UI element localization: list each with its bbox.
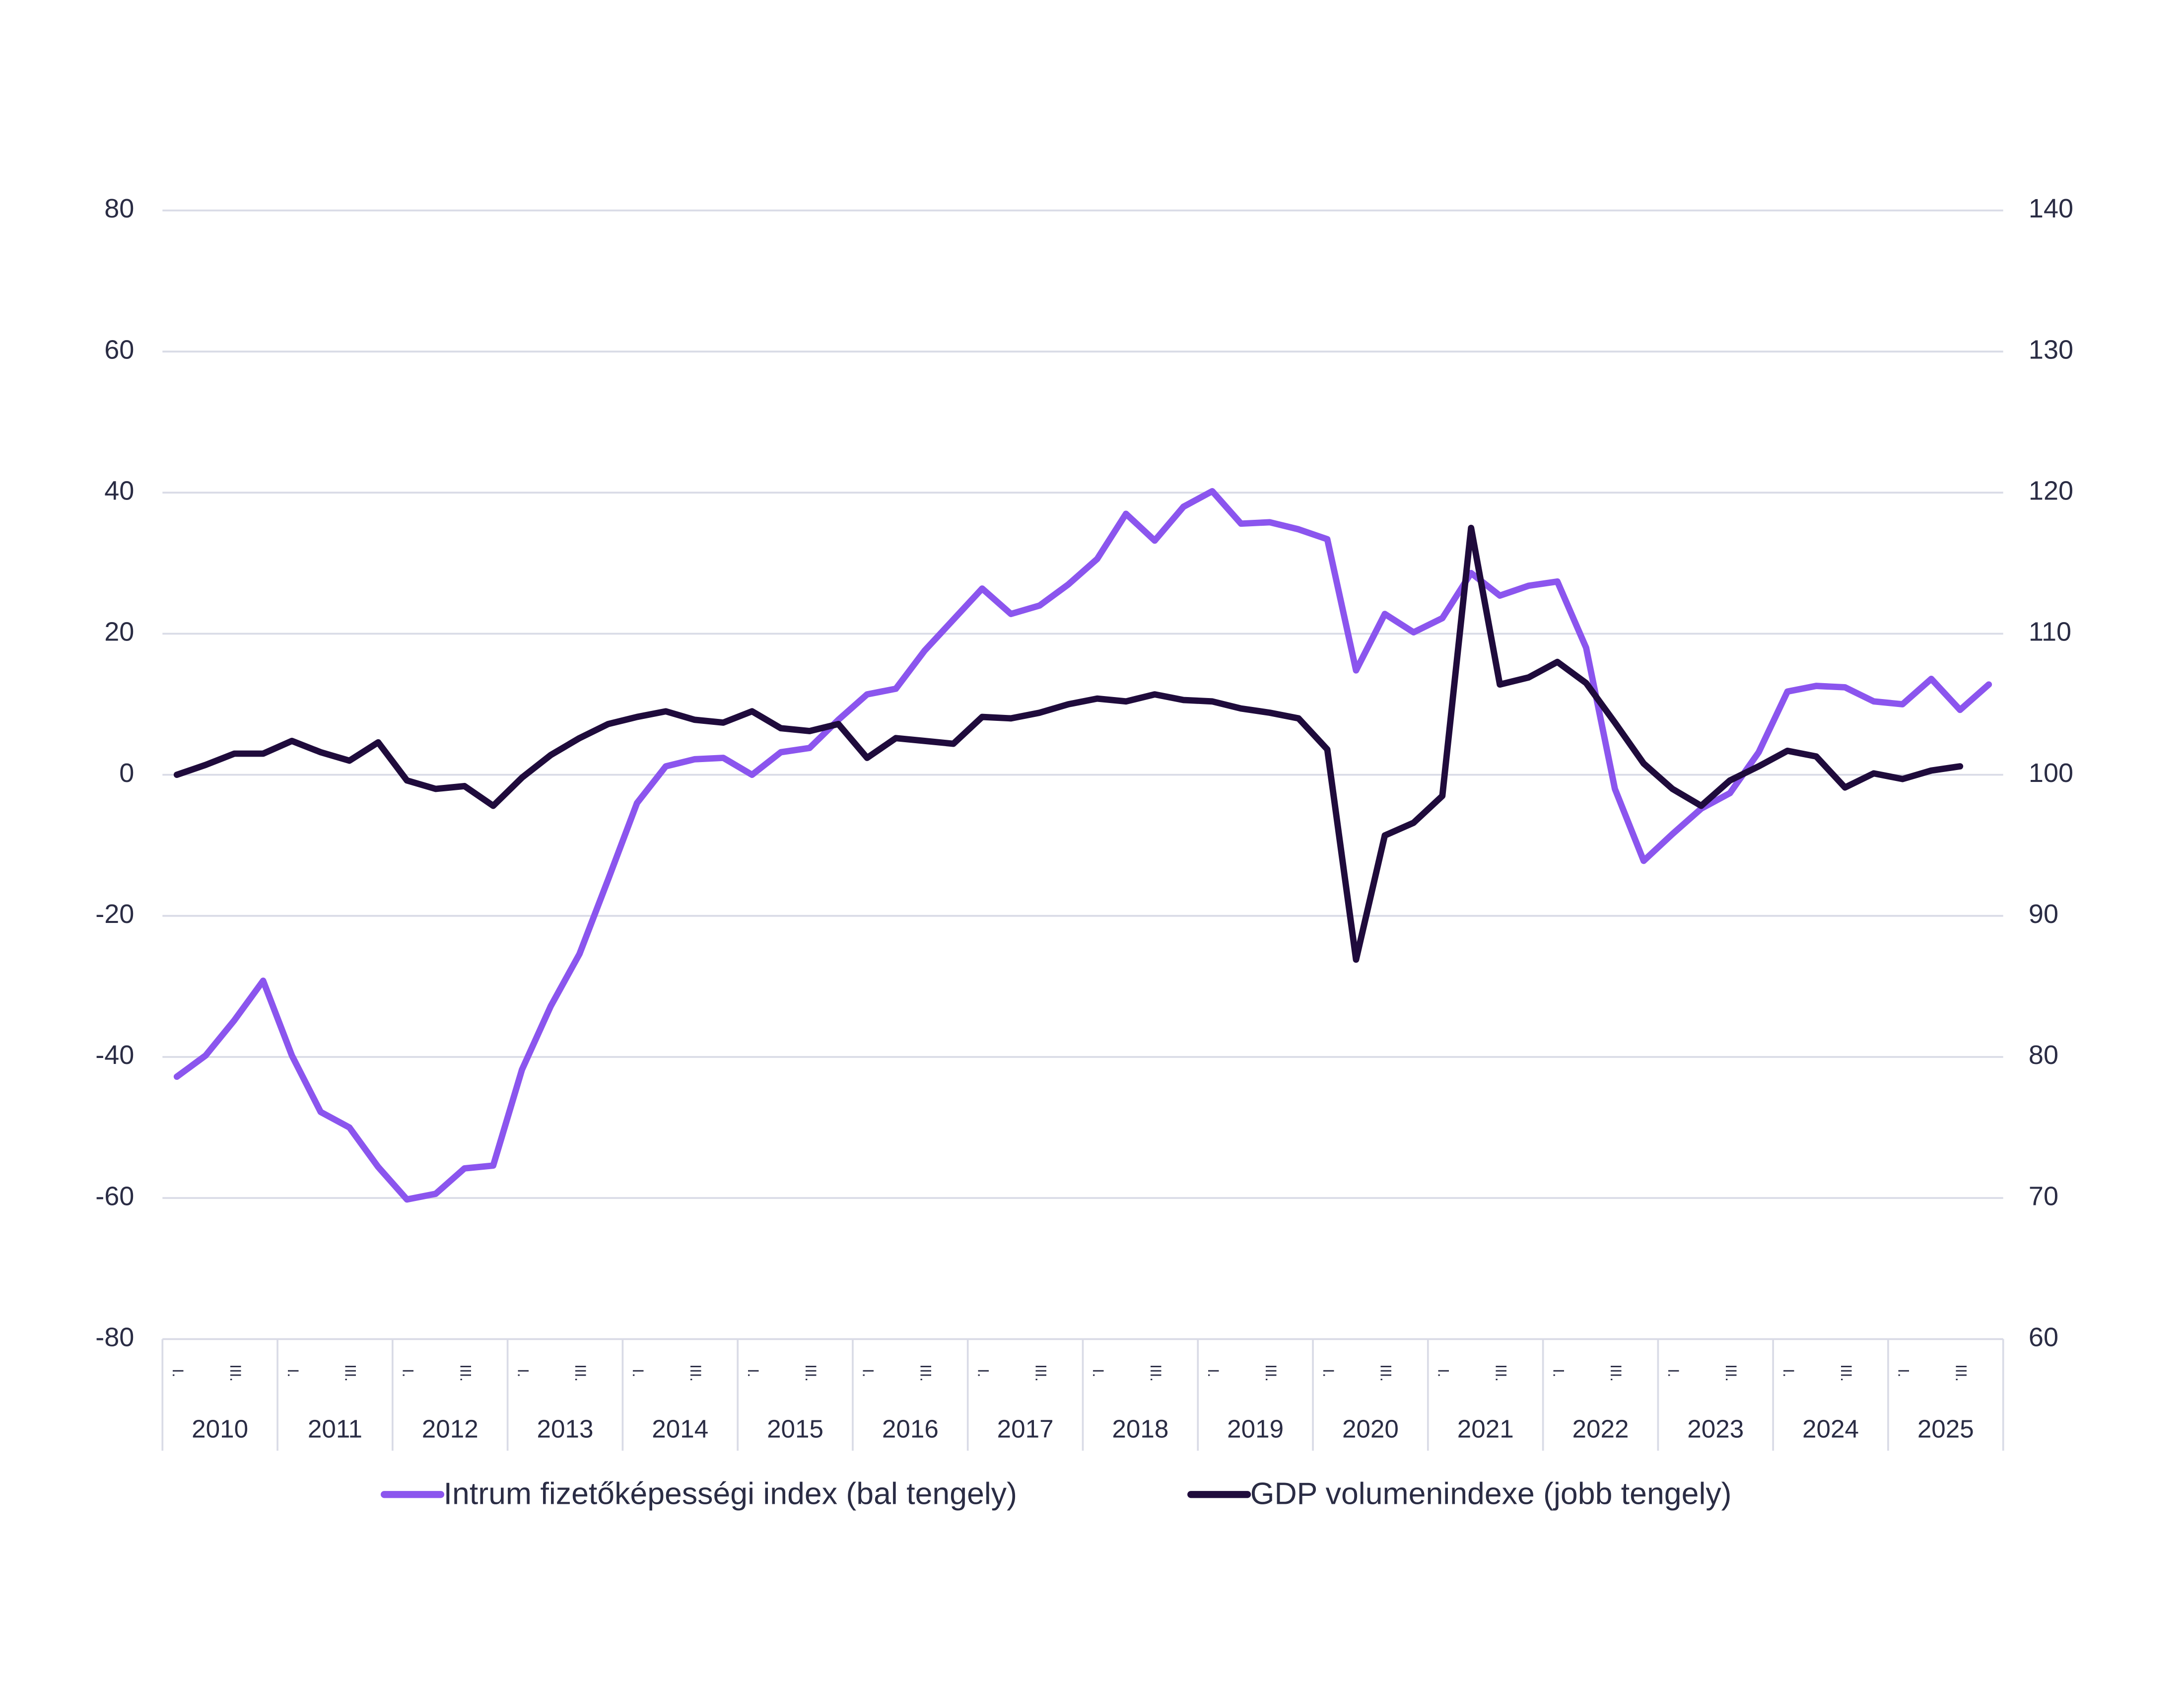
year-label: 2010 (192, 1415, 248, 1443)
x-tick-label: I. (169, 1369, 187, 1377)
year-label: 2025 (1917, 1415, 1974, 1443)
y2-tick-label: 140 (2029, 194, 2073, 223)
y-tick-label: 80 (104, 194, 134, 223)
x-tick-label: III. (1147, 1364, 1164, 1382)
x-tick-label: III. (457, 1364, 474, 1382)
y-tick-label: -60 (95, 1181, 134, 1211)
y2-tick-label: 130 (2029, 335, 2073, 364)
x-tick-label: I. (745, 1369, 762, 1377)
x-tick-label: III. (1262, 1364, 1280, 1382)
legend-label: Intrum fizetőképességi index (bal tengel… (444, 1477, 1017, 1511)
y-tick-label: 60 (104, 335, 134, 364)
x-tick-label: I. (1550, 1369, 1567, 1377)
year-label: 2011 (308, 1415, 362, 1443)
series-line (173, 524, 1964, 963)
x-tick-label: I. (514, 1369, 532, 1377)
y-tick-label: 20 (104, 617, 134, 647)
year-label: 2023 (1687, 1415, 1744, 1443)
y2-tick-label: 60 (2029, 1323, 2058, 1352)
year-label: 2020 (1342, 1415, 1399, 1443)
legend-label: GDP volumenindexe (jobb tengely) (1250, 1477, 1732, 1511)
series-line (173, 488, 1992, 1203)
year-label: 2019 (1227, 1415, 1284, 1443)
x-tick-label: III. (802, 1364, 819, 1382)
y2-tick-label: 120 (2029, 476, 2073, 506)
x-tick-label: III. (1838, 1364, 1855, 1382)
year-label: 2014 (652, 1415, 708, 1443)
x-tick-label: I. (1090, 1369, 1107, 1377)
x-tick-label: III. (342, 1364, 359, 1382)
x-tick-label: III. (1032, 1364, 1049, 1382)
year-label: 2012 (422, 1415, 478, 1443)
year-label: 2024 (1802, 1415, 1859, 1443)
x-tick-label: III. (1722, 1364, 1740, 1382)
year-label: 2015 (767, 1415, 823, 1443)
year-label: 2016 (882, 1415, 939, 1443)
x-tick-label: I. (1780, 1369, 1797, 1377)
x-tick-label: III. (1377, 1364, 1395, 1382)
x-tick-label: I. (1665, 1369, 1682, 1377)
y-tick-label: -20 (95, 899, 134, 929)
x-tick-label: I. (974, 1369, 992, 1377)
x-tick-label: III. (572, 1364, 589, 1382)
year-label: 2017 (997, 1415, 1054, 1443)
x-tick-label: I. (860, 1369, 877, 1377)
x-tick-label: III. (227, 1364, 244, 1382)
x-tick-label: I. (629, 1369, 647, 1377)
y2-tick-label: 90 (2029, 899, 2058, 929)
x-tick-label: III. (687, 1364, 704, 1382)
x-tick-label: III. (1607, 1364, 1625, 1382)
y2-tick-label: 100 (2029, 758, 2073, 788)
y-tick-label: 0 (119, 758, 134, 788)
x-tick-label: I. (1435, 1369, 1452, 1377)
x-tick-label: I. (400, 1369, 417, 1377)
x-tick-label: III. (1492, 1364, 1509, 1382)
y2-tick-label: 70 (2029, 1181, 2058, 1211)
year-label: 2018 (1112, 1415, 1168, 1443)
x-tick-label: I. (1320, 1369, 1337, 1377)
x-tick-label: III. (917, 1364, 935, 1382)
year-label: 2021 (1457, 1415, 1514, 1443)
y-tick-label: -80 (95, 1323, 134, 1352)
y2-tick-label: 80 (2029, 1040, 2058, 1070)
x-tick-label: III. (1953, 1364, 1970, 1382)
year-label: 2013 (537, 1415, 594, 1443)
y-tick-label: -40 (95, 1040, 134, 1070)
year-label: 2022 (1572, 1415, 1629, 1443)
y2-tick-label: 110 (2029, 617, 2071, 647)
x-tick-label: I. (1205, 1369, 1222, 1377)
y-tick-label: 40 (104, 476, 134, 506)
x-tick-label: I. (1895, 1369, 1912, 1377)
x-tick-label: I. (284, 1369, 302, 1377)
